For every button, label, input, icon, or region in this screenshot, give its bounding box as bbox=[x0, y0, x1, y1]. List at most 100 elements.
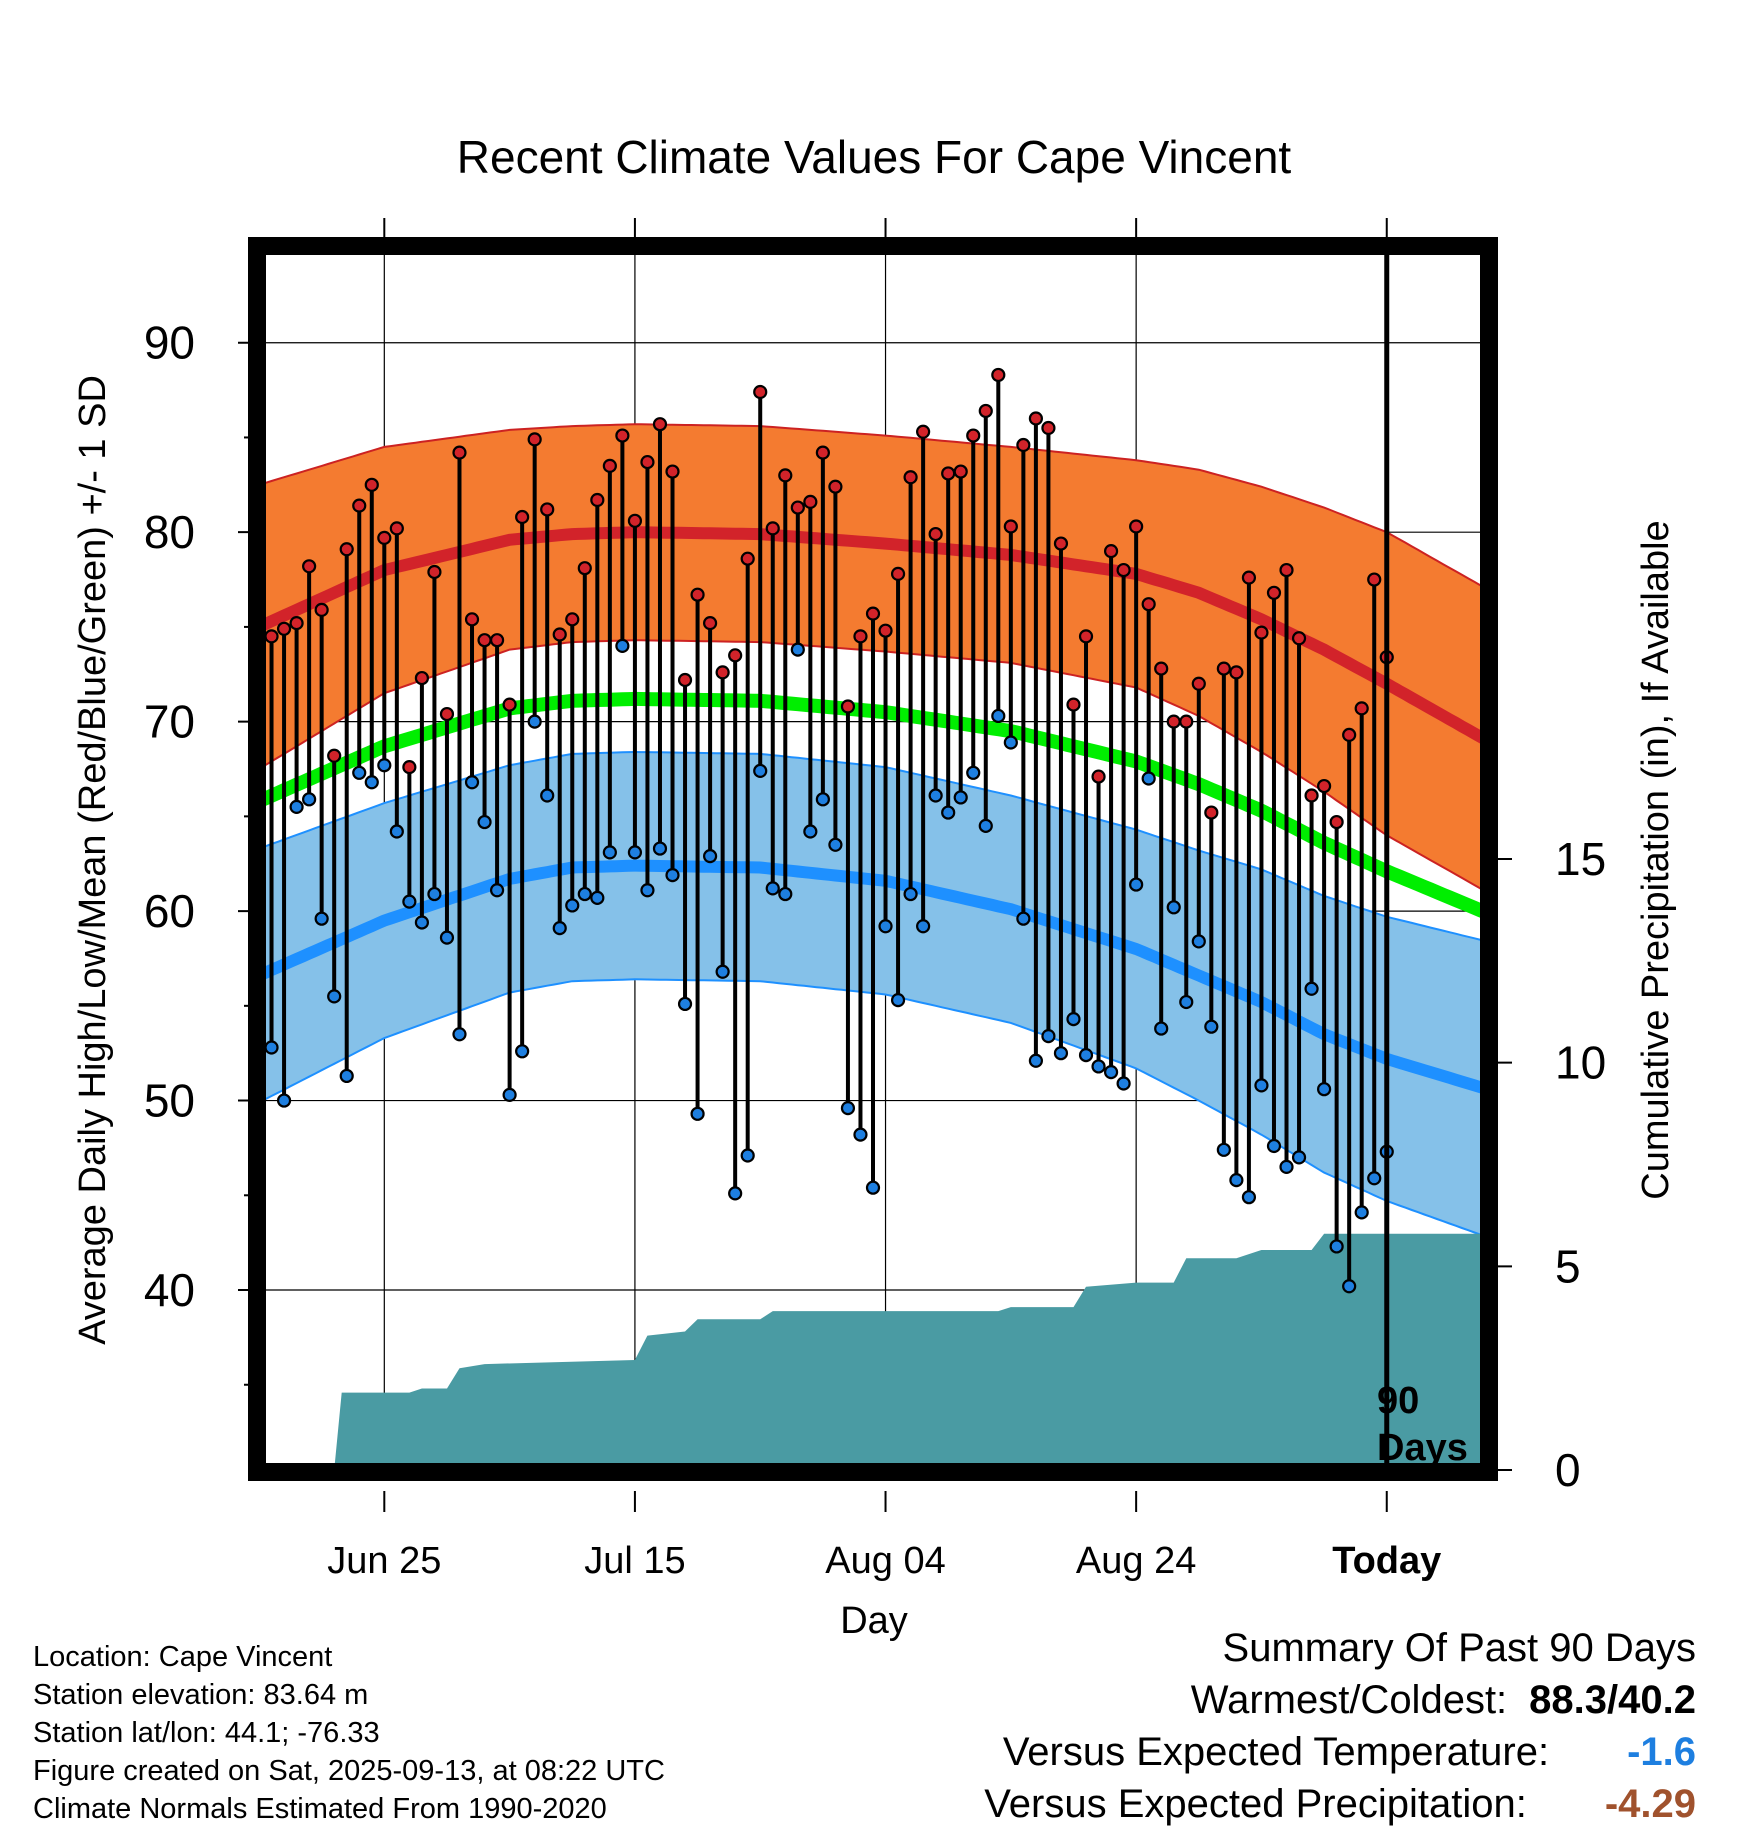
daily-low-point bbox=[941, 805, 956, 820]
daily-low-point bbox=[339, 1068, 354, 1084]
daily-high-point bbox=[840, 699, 856, 714]
daily-low-point bbox=[778, 886, 793, 902]
daily-high-point bbox=[878, 623, 893, 638]
daily-low-point bbox=[402, 894, 417, 909]
daily-high-point bbox=[941, 466, 956, 481]
daily-high-point bbox=[615, 428, 630, 443]
daily-low-point bbox=[1091, 1059, 1106, 1074]
daily-low-point bbox=[1166, 900, 1181, 915]
daily-high-point bbox=[527, 432, 542, 447]
daily-high-point bbox=[853, 629, 868, 644]
created-text: Figure created on Sat, 2025-09-13, at 08… bbox=[33, 1755, 665, 1787]
daily-low-point bbox=[302, 792, 317, 807]
daily-low-point bbox=[1116, 1076, 1131, 1091]
daily-low-point bbox=[1154, 1021, 1169, 1036]
normals-period-text: Climate Normals Estimated From 1990-2020 bbox=[33, 1793, 607, 1825]
daily-high-point bbox=[890, 566, 906, 581]
daily-low-point bbox=[1129, 877, 1144, 892]
daily-low-point bbox=[677, 996, 693, 1012]
daily-high-point bbox=[677, 672, 693, 688]
elevation-text: Station elevation: 83.64 m bbox=[33, 1679, 369, 1711]
daily-low-point bbox=[276, 1093, 292, 1108]
window-label-line1: 90 bbox=[1377, 1380, 1419, 1422]
daily-high-point bbox=[978, 403, 993, 419]
station-info: Location: Cape Vincent Station elevation… bbox=[33, 1638, 665, 1828]
daily-high-point bbox=[552, 627, 567, 642]
daily-high-point bbox=[414, 670, 429, 686]
daily-low-point bbox=[377, 758, 392, 773]
chart-title: Recent Climate Values For Cape Vincent bbox=[457, 131, 1292, 183]
precip-anomaly-value: -4.29 bbox=[1604, 1782, 1696, 1826]
daily-high-point bbox=[515, 509, 530, 525]
daily-high-point bbox=[1229, 665, 1244, 680]
daily-low-point bbox=[1028, 1053, 1043, 1068]
daily-high-point bbox=[1216, 661, 1231, 676]
daily-high-point bbox=[665, 464, 680, 479]
daily-high-point bbox=[427, 564, 442, 580]
daily-high-point bbox=[314, 602, 329, 617]
high-normal-line bbox=[259, 526, 1487, 746]
temp-anomaly-row: Versus Expected Temperature: -1.6 bbox=[984, 1726, 1696, 1778]
daily-high-point bbox=[302, 559, 317, 574]
temp-anomaly-value: -1.6 bbox=[1627, 1730, 1696, 1774]
daily-low-point bbox=[815, 792, 830, 807]
daily-low-point bbox=[602, 845, 617, 860]
daily-low-point bbox=[1041, 1029, 1056, 1044]
daily-high-point bbox=[1016, 437, 1031, 453]
daily-high-point bbox=[602, 458, 617, 473]
warm-cold-value: 88.3/40.2 bbox=[1529, 1678, 1696, 1722]
daily-low-point bbox=[765, 881, 780, 896]
daily-low-point bbox=[414, 915, 429, 930]
daily-high-point bbox=[966, 428, 981, 443]
daily-low-point bbox=[916, 919, 931, 934]
daily-high-point bbox=[402, 760, 417, 775]
daily-high-point bbox=[540, 502, 555, 517]
daily-low-point bbox=[1266, 1138, 1282, 1154]
daily-low-point bbox=[1241, 1190, 1257, 1205]
daily-low-point bbox=[790, 642, 805, 657]
daily-high-point bbox=[1241, 570, 1257, 585]
daily-high-point bbox=[715, 665, 730, 680]
daily-low-point bbox=[577, 886, 592, 902]
daily-high-point bbox=[276, 621, 292, 636]
daily-high-point bbox=[778, 468, 793, 483]
daily-low-point bbox=[991, 708, 1006, 724]
precip-anomaly-label: Versus Expected Precipitation: bbox=[984, 1782, 1527, 1826]
daily-low-point bbox=[728, 1186, 743, 1201]
daily-high-point bbox=[640, 454, 655, 470]
daily-high-point bbox=[339, 542, 354, 557]
x-tick-label: Aug 04 bbox=[825, 1540, 945, 1582]
daily-low-point bbox=[477, 814, 492, 830]
daily-high-point bbox=[815, 445, 830, 460]
daily-low-point bbox=[489, 883, 505, 898]
daily-high-point bbox=[1103, 544, 1119, 559]
warm-cold-row: Warmest/Coldest: 88.3/40.2 bbox=[984, 1674, 1696, 1726]
daily-low-point bbox=[1329, 1239, 1344, 1254]
x-tick-label: Today bbox=[1332, 1540, 1441, 1582]
daily-high-point bbox=[1091, 769, 1106, 784]
precip-anomaly-row: Versus Expected Precipitation: -4.29 bbox=[984, 1778, 1696, 1830]
daily-low-point bbox=[1254, 1078, 1269, 1093]
daily-high-point bbox=[1166, 714, 1181, 729]
daily-high-point bbox=[1066, 697, 1081, 712]
daily-high-point bbox=[865, 606, 881, 621]
daily-low-point bbox=[665, 868, 680, 883]
daily-low-point bbox=[966, 765, 981, 780]
daily-high-point bbox=[577, 561, 592, 576]
daily-high-point bbox=[289, 616, 304, 631]
daily-high-point bbox=[1041, 420, 1056, 436]
daily-high-point bbox=[565, 612, 580, 627]
daily-high-point bbox=[953, 464, 968, 479]
daily-low-point bbox=[828, 837, 843, 852]
daily-low-point bbox=[314, 911, 329, 926]
daily-high-point bbox=[1028, 411, 1043, 426]
daily-low-point bbox=[878, 919, 893, 934]
daily-high-point bbox=[1354, 701, 1369, 716]
daily-high-point bbox=[1342, 727, 1357, 743]
daily-high-point bbox=[991, 367, 1006, 383]
daily-high-point bbox=[1078, 629, 1094, 644]
daily-high-point bbox=[1291, 631, 1307, 646]
daily-low-point bbox=[464, 775, 480, 790]
daily-low-point bbox=[903, 886, 918, 902]
